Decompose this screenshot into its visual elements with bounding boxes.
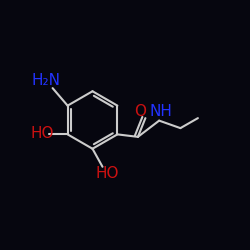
- Text: NH: NH: [150, 104, 172, 118]
- Text: HO: HO: [95, 166, 119, 181]
- Text: HO: HO: [30, 126, 54, 140]
- Text: H₂N: H₂N: [32, 73, 61, 88]
- Text: O: O: [134, 104, 146, 119]
